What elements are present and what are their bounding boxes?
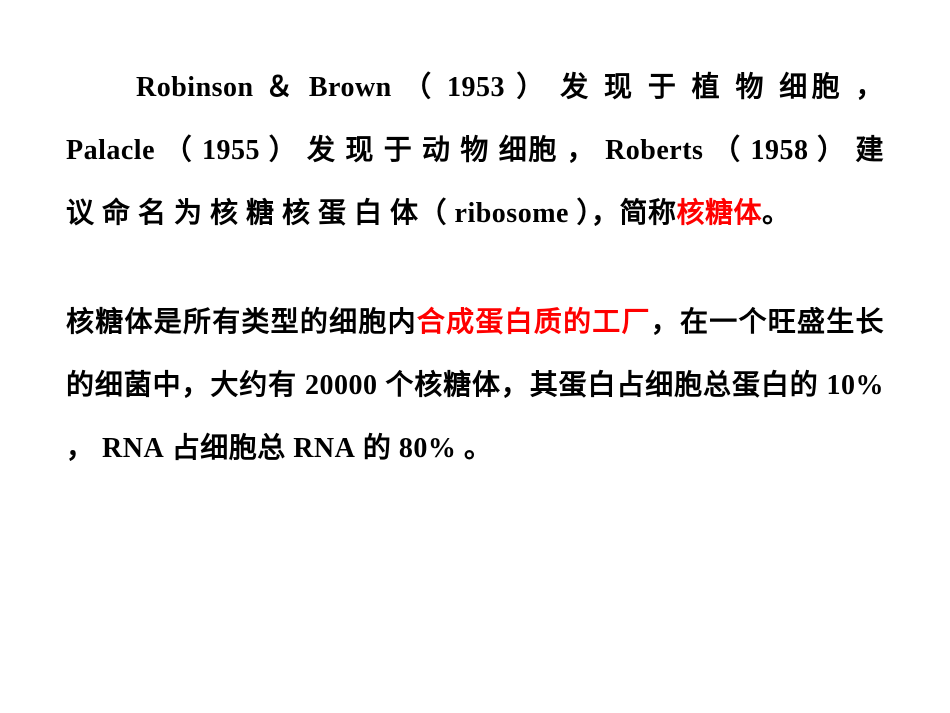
text-short-for: ），简称 [569, 198, 677, 229]
text-robinson: Robinson [136, 72, 254, 103]
text-palacle: Palacle [66, 135, 155, 166]
text-20000: 20000 [305, 370, 378, 401]
text-10pct: 10% [826, 370, 884, 401]
text-year-1953: 1953 [447, 72, 505, 103]
text-ribosome-en: ribosome [455, 198, 569, 229]
text-of-total: 占细胞总 [164, 433, 293, 464]
text-ribosome-cn: 核糖体 [676, 198, 762, 229]
paragraph-function: 核糖体是所有类型的细胞内合成蛋白质的工厂，在一个旺盛生长的细菌中，大约有 200… [66, 291, 884, 480]
text-amp: ＆ [254, 72, 309, 103]
text-year-1958: 1958 [750, 135, 808, 166]
text-ribosome-is: 核糖体是所有类型的细胞内 [66, 307, 417, 338]
text-80pct: 80% [399, 433, 457, 464]
text-rna-1: RNA [102, 433, 164, 464]
text-discovered-animal: ） 发 现 于 动 物 细胞 ， [260, 135, 605, 166]
text-roberts: Roberts [605, 135, 703, 166]
text-paren-open-2: （ [155, 135, 202, 166]
text-of: 的 [355, 433, 399, 464]
text-protein-factory: 合成蛋白质的工厂 [417, 307, 651, 338]
text-period-2: 。 [456, 433, 492, 464]
text-paren-open-3: （ [703, 135, 750, 166]
text-rna-2: RNA [293, 433, 355, 464]
text-discovered-plant: ） 发 现 于 植 物 细胞 ， [505, 72, 884, 103]
text-period-1: 。 [762, 198, 791, 229]
paragraph-history: Robinson ＆ Brown （ 1953 ） 发 现 于 植 物 细胞 ，… [66, 56, 884, 245]
text-brown: Brown [309, 72, 392, 103]
text-year-1955: 1955 [202, 135, 260, 166]
text-comma-rna: ， [66, 433, 102, 464]
text-paren-open-1: （ [392, 72, 447, 103]
text-ribosomes-protein: 个核糖体，其蛋白占细胞总蛋白的 [377, 370, 826, 401]
